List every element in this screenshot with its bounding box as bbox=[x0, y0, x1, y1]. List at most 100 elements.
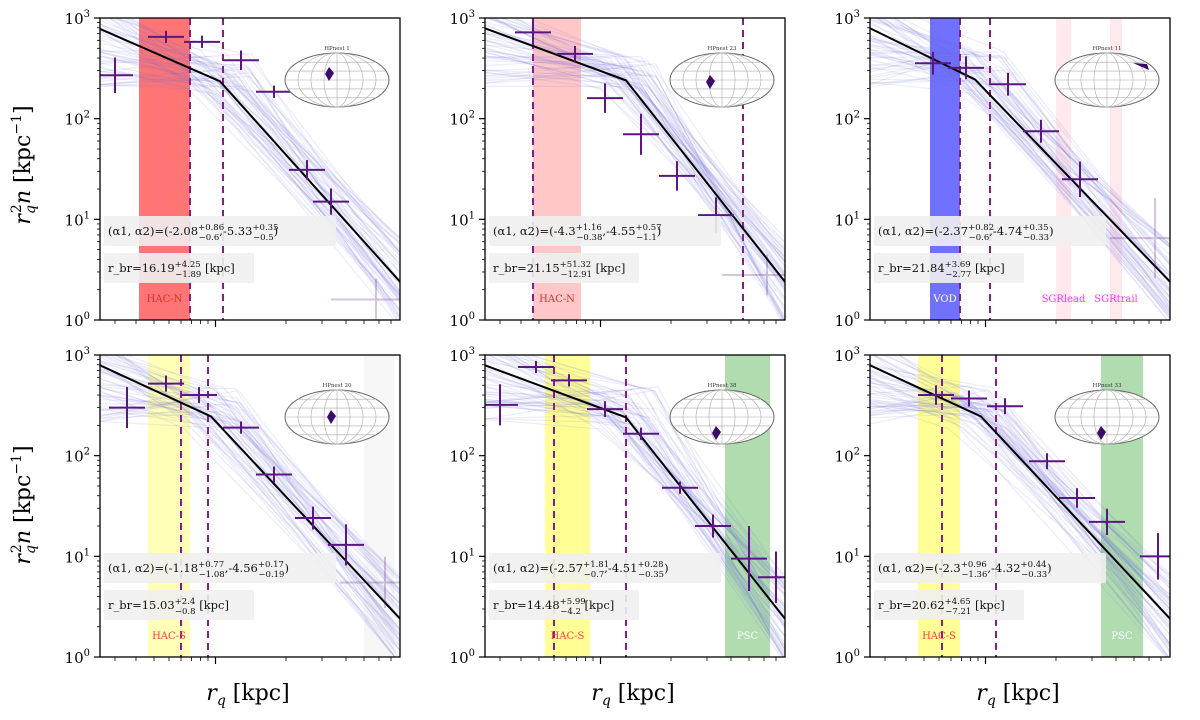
posterior-sample-line bbox=[488, 18, 785, 250]
best-fit-line bbox=[870, 27, 1170, 283]
region-label-3: SGRtrail bbox=[1094, 294, 1138, 305]
data-point bbox=[695, 514, 731, 538]
annotation-alpha: (α1, α2)=(-2.3+0.96 −1.36,-4.32+0.44 −0.33… bbox=[878, 560, 1052, 580]
posterior-sample-line bbox=[870, 365, 1170, 580]
data-point bbox=[295, 506, 331, 530]
posterior-sample-line bbox=[485, 387, 785, 618]
posterior-sample-line bbox=[870, 52, 1170, 266]
y-tick-label: 103 bbox=[835, 346, 860, 365]
y-tick-label: 102 bbox=[835, 110, 860, 129]
posterior-sample-line bbox=[485, 40, 785, 275]
posterior-sample-line bbox=[100, 356, 400, 579]
posterior-sample-line bbox=[485, 399, 785, 582]
posterior-sample-line bbox=[485, 401, 785, 585]
posterior-sample-line bbox=[870, 39, 1170, 248]
inset-skymap: HPnest 23 bbox=[669, 46, 775, 108]
posterior-sample-line bbox=[870, 384, 1170, 614]
posterior-sample-line bbox=[485, 60, 785, 320]
axes-frame bbox=[484, 17, 786, 321]
posterior-sample-line bbox=[485, 73, 785, 283]
panel-6: HAC-S PSC (α1, α2)=(-2.3+0.96 −1.36,-4.32+0… bbox=[835, 346, 1171, 667]
data-point bbox=[1140, 533, 1170, 580]
posterior-sample-line bbox=[485, 32, 785, 284]
posterior-sample-line bbox=[870, 401, 1170, 599]
posterior-sample-line bbox=[870, 49, 1170, 266]
posterior-sample-line bbox=[870, 18, 1170, 275]
posterior-sample-line bbox=[485, 389, 785, 630]
posterior-sample-line bbox=[485, 376, 784, 657]
posterior-sample-line bbox=[870, 399, 1170, 589]
posterior-sample-line bbox=[485, 367, 785, 606]
posterior-sample-line bbox=[485, 357, 785, 623]
posterior-sample-line bbox=[878, 18, 1170, 317]
y-tick-label: 102 bbox=[450, 447, 475, 466]
data-point bbox=[587, 401, 623, 418]
skymap-patch bbox=[1097, 426, 1106, 440]
posterior-sample-line bbox=[485, 386, 785, 628]
posterior-sample-line bbox=[100, 66, 400, 300]
posterior-sample-line bbox=[100, 61, 400, 275]
posterior-sample-line bbox=[100, 38, 400, 261]
posterior-sample-line bbox=[100, 84, 400, 252]
posterior-sample-line bbox=[897, 355, 1170, 611]
posterior-sample-line bbox=[100, 386, 400, 618]
posterior-sample-line bbox=[870, 355, 1169, 657]
posterior-sample-line bbox=[100, 77, 400, 301]
posterior-sample-line bbox=[485, 29, 785, 277]
data-point bbox=[289, 160, 325, 180]
annotation-box-alpha bbox=[874, 553, 1106, 583]
posterior-sample-line bbox=[870, 34, 1170, 297]
posterior-sample-line bbox=[485, 49, 785, 320]
posterior-sample-line bbox=[102, 355, 400, 581]
posterior-sample-line bbox=[100, 55, 400, 239]
annotation-box-rbr bbox=[104, 253, 254, 283]
posterior-sample-line bbox=[870, 381, 1170, 586]
annotation-rbr: r_br=15.03+2.4 −0.8 [kpc] bbox=[108, 597, 229, 617]
annotation-alpha: (α1, α2)=(-1.18+0.77 −1.08,-4.56+0.17 −0.1… bbox=[108, 560, 289, 580]
posterior-sample-line bbox=[485, 55, 785, 260]
posterior-sample-line bbox=[124, 18, 400, 297]
posterior-sample-line bbox=[100, 371, 399, 657]
data-point bbox=[1110, 198, 1170, 279]
data-point bbox=[557, 45, 593, 62]
posterior-sample-line bbox=[870, 363, 1170, 621]
posterior-sample-line bbox=[870, 66, 1170, 283]
posterior-sample-line bbox=[870, 34, 1170, 242]
data-point bbox=[313, 188, 349, 215]
data-point bbox=[731, 526, 767, 592]
region-label-1: HAC-S bbox=[551, 631, 585, 642]
posterior-sample-line bbox=[485, 21, 785, 320]
posterior-sample-line bbox=[485, 373, 784, 657]
data-point bbox=[659, 161, 695, 191]
data-point bbox=[915, 51, 951, 75]
posterior-sample-line bbox=[511, 355, 785, 612]
posterior-sample-line bbox=[115, 355, 400, 603]
data-point bbox=[328, 524, 364, 566]
data-point bbox=[181, 387, 217, 404]
posterior-sample-line bbox=[503, 355, 785, 583]
y-axis-label-bottom: rq2n [kpc−1] bbox=[9, 445, 39, 564]
posterior-sample-line bbox=[100, 51, 400, 257]
posterior-sample-line bbox=[485, 378, 785, 606]
skymap-patch bbox=[706, 75, 715, 89]
posterior-sample-line bbox=[485, 399, 785, 650]
posterior-sample-line bbox=[485, 63, 783, 320]
region-label-1: HAC-N bbox=[539, 294, 575, 305]
posterior-sample-line bbox=[100, 385, 400, 591]
annotation-box-rbr bbox=[874, 590, 1024, 620]
posterior-sample-line bbox=[485, 69, 785, 263]
posterior-sample-line bbox=[100, 75, 400, 253]
posterior-sample-line bbox=[100, 355, 400, 637]
data-point bbox=[918, 385, 954, 405]
panel-1: HAC-N (α1, α2)=(-2.08+0.86 −0.6,-5.33+0.35… bbox=[65, 9, 401, 330]
data-point bbox=[951, 390, 987, 407]
data-point bbox=[987, 398, 1023, 415]
posterior-sample-line bbox=[917, 18, 1170, 264]
data-point bbox=[148, 30, 184, 43]
posterior-sample-line bbox=[870, 66, 1170, 277]
inset-skymap: HPnest 38 bbox=[669, 383, 775, 445]
posterior-sample-line bbox=[485, 402, 785, 657]
region-label-1: VOD bbox=[932, 294, 956, 305]
y-tick-label: 103 bbox=[65, 9, 90, 28]
posterior-sample-line bbox=[100, 66, 400, 287]
